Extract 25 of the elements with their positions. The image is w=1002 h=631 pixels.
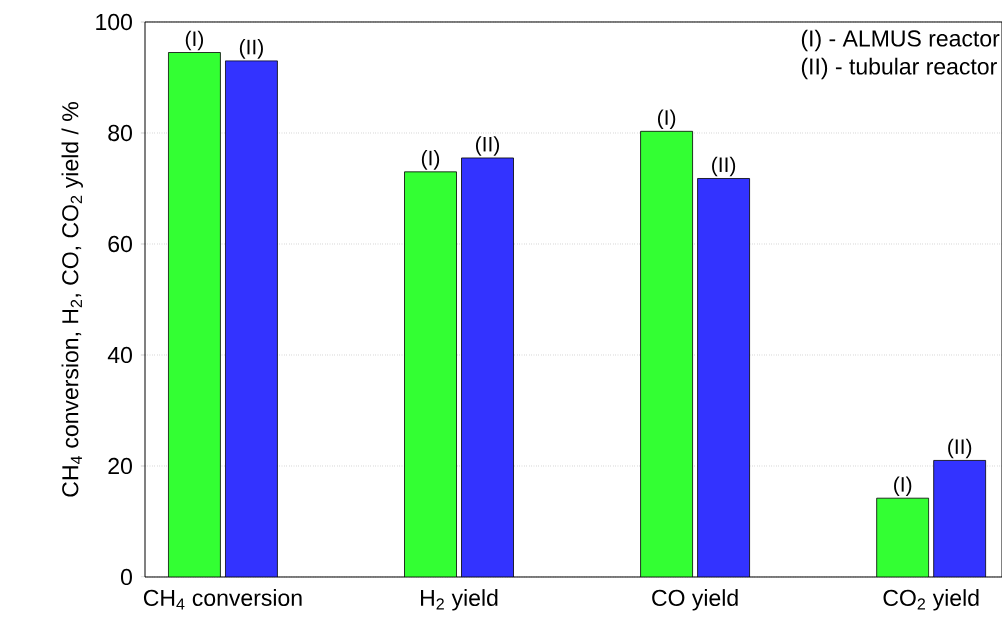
data-label: (I)	[421, 150, 440, 170]
x-tick-label: CO$_{2}$ yield	[883, 589, 979, 611]
data-label: (II)	[239, 39, 263, 59]
data-label: (II)	[712, 156, 736, 177]
x-tick-label: CO yield	[652, 589, 738, 611]
x-tick-label: CH$_{4}$ conversion	[143, 589, 302, 610]
bar	[640, 130, 693, 577]
bar	[876, 497, 930, 577]
data-label: (II)	[948, 438, 972, 459]
annotation: (I) - ALMUS reactor	[801, 29, 1000, 52]
data-label: (I)	[185, 30, 204, 51]
y-tick-label: 20	[108, 457, 132, 475]
y-tick-label: 80	[108, 124, 132, 142]
y-tick-label: 0	[120, 568, 132, 586]
data-label: (I)	[657, 109, 676, 130]
annotation: (II) - tubular reactor	[801, 57, 997, 80]
y-tick-label: 40	[107, 346, 132, 364]
data-label: (II)	[475, 136, 500, 156]
x-tick-label: H$_{2}$ yield	[421, 589, 498, 611]
y-axis-title: CH$_{4}$ conversion, H$_{2}$, CO, CO$_{2}$ yield / %	[61, 102, 83, 497]
bar	[168, 52, 221, 577]
data-label: (I)	[894, 476, 912, 496]
bar	[404, 171, 457, 577]
y-tick-label: 100	[96, 13, 132, 31]
y-tick-label: 60	[108, 235, 132, 253]
